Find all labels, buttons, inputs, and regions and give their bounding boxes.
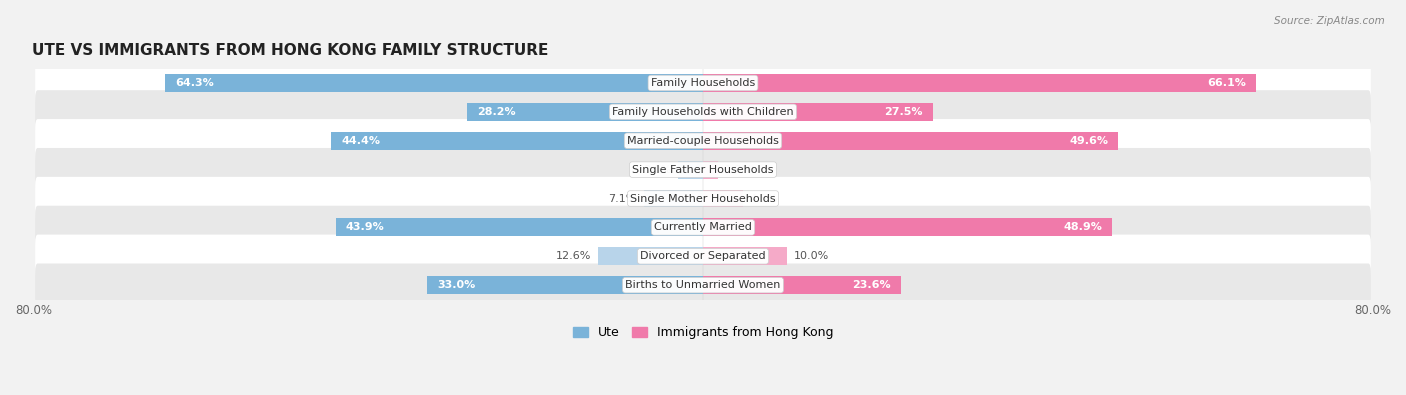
Text: 28.2%: 28.2%	[477, 107, 516, 117]
Text: 44.4%: 44.4%	[342, 136, 381, 146]
FancyBboxPatch shape	[35, 235, 1371, 278]
Text: Currently Married: Currently Married	[654, 222, 752, 232]
FancyBboxPatch shape	[35, 61, 1371, 105]
Text: Births to Unmarried Women: Births to Unmarried Women	[626, 280, 780, 290]
Text: Married-couple Households: Married-couple Households	[627, 136, 779, 146]
Bar	[703, 276, 900, 294]
Bar	[703, 132, 1118, 150]
FancyBboxPatch shape	[35, 263, 1371, 307]
Text: Divorced or Separated: Divorced or Separated	[640, 251, 766, 261]
Text: Single Mother Households: Single Mother Households	[630, 194, 776, 203]
Bar	[467, 103, 703, 121]
Text: Family Households: Family Households	[651, 78, 755, 88]
Text: 66.1%: 66.1%	[1208, 78, 1246, 88]
Text: Family Households with Children: Family Households with Children	[612, 107, 794, 117]
FancyBboxPatch shape	[35, 177, 1371, 220]
Bar	[703, 218, 1112, 236]
Text: Single Father Households: Single Father Households	[633, 165, 773, 175]
Bar	[598, 247, 703, 265]
Bar	[332, 132, 703, 150]
Text: 27.5%: 27.5%	[884, 107, 924, 117]
Text: Source: ZipAtlas.com: Source: ZipAtlas.com	[1274, 16, 1385, 26]
Bar	[703, 190, 744, 207]
Text: 12.6%: 12.6%	[555, 251, 591, 261]
Text: 64.3%: 64.3%	[174, 78, 214, 88]
Bar	[336, 218, 703, 236]
Bar	[644, 190, 703, 207]
Text: 43.9%: 43.9%	[346, 222, 384, 232]
Text: UTE VS IMMIGRANTS FROM HONG KONG FAMILY STRUCTURE: UTE VS IMMIGRANTS FROM HONG KONG FAMILY …	[32, 43, 548, 58]
Bar	[703, 103, 934, 121]
Bar	[165, 74, 703, 92]
Text: 49.6%: 49.6%	[1069, 136, 1108, 146]
Bar	[427, 276, 703, 294]
Text: 23.6%: 23.6%	[852, 280, 890, 290]
Text: 10.0%: 10.0%	[793, 251, 828, 261]
Text: 1.8%: 1.8%	[724, 165, 754, 175]
Text: 4.8%: 4.8%	[749, 194, 779, 203]
Bar	[703, 74, 1256, 92]
FancyBboxPatch shape	[35, 90, 1371, 134]
Text: 48.9%: 48.9%	[1063, 222, 1102, 232]
Bar	[703, 161, 718, 179]
Legend: Ute, Immigrants from Hong Kong: Ute, Immigrants from Hong Kong	[568, 321, 838, 344]
Bar	[678, 161, 703, 179]
Text: 7.1%: 7.1%	[609, 194, 637, 203]
Text: 3.0%: 3.0%	[643, 165, 671, 175]
FancyBboxPatch shape	[35, 148, 1371, 191]
FancyBboxPatch shape	[35, 206, 1371, 249]
Bar	[703, 247, 787, 265]
Text: 33.0%: 33.0%	[437, 280, 475, 290]
FancyBboxPatch shape	[35, 119, 1371, 162]
